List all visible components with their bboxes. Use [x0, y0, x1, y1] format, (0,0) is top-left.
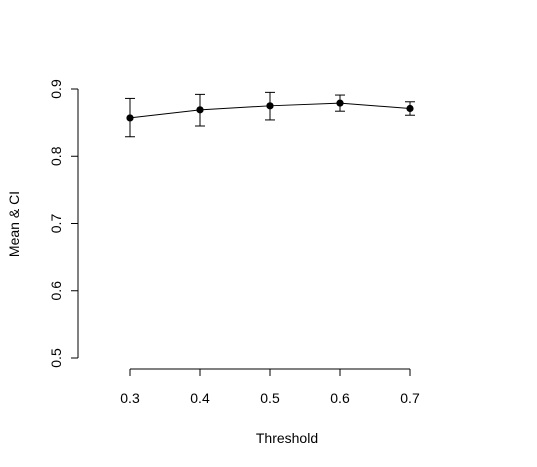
y-tick-label: 0.9	[48, 79, 64, 99]
data-point	[336, 99, 344, 107]
data-point	[406, 104, 414, 113]
x-tick-label: 0.4	[190, 390, 210, 406]
data-point	[126, 114, 134, 122]
x-axis: 0.3 0.4 0.5 0.6 0.7	[120, 368, 420, 406]
data-point	[266, 102, 274, 110]
plot-area	[125, 91, 415, 138]
data-point	[196, 106, 204, 114]
x-axis-title: Threshold	[256, 430, 318, 446]
x-tick-label: 0.7	[400, 390, 420, 406]
y-axis-title: Mean & CI	[6, 191, 22, 257]
x-tick-label: 0.5	[260, 390, 280, 406]
y-axis: 0.5 0.6 0.7 0.8 0.9	[48, 79, 79, 368]
y-tick-label: 0.5	[48, 348, 64, 368]
y-tick-label: 0.7	[48, 214, 64, 234]
x-tick-label: 0.6	[330, 390, 350, 406]
y-tick-label: 0.8	[48, 146, 64, 166]
y-tick-label: 0.6	[48, 281, 64, 301]
x-tick-label: 0.3	[120, 390, 140, 406]
